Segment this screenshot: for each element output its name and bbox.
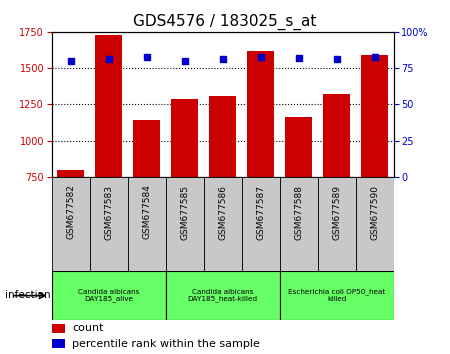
- Point: [371, 54, 378, 59]
- Bar: [209, 96, 236, 286]
- Bar: [58, 170, 84, 286]
- Text: Escherichia coli OP50_heat
killed: Escherichia coli OP50_heat killed: [288, 289, 385, 302]
- Point: [67, 58, 74, 64]
- Point: [219, 57, 226, 62]
- Bar: [95, 35, 122, 286]
- Bar: [52, 271, 166, 320]
- Bar: [318, 177, 356, 271]
- Bar: [248, 51, 274, 286]
- Bar: [242, 177, 280, 271]
- Point: [181, 58, 189, 64]
- Text: GDS4576 / 183025_s_at: GDS4576 / 183025_s_at: [133, 14, 317, 30]
- Text: GSM677590: GSM677590: [370, 184, 379, 240]
- Point: [257, 54, 264, 59]
- Point: [105, 57, 112, 62]
- Text: GSM677584: GSM677584: [142, 184, 151, 239]
- Bar: [128, 177, 166, 271]
- Text: GSM677583: GSM677583: [104, 184, 113, 240]
- Text: GSM677588: GSM677588: [294, 184, 303, 240]
- Bar: [90, 177, 128, 271]
- Text: GSM677586: GSM677586: [218, 184, 227, 240]
- Bar: [166, 271, 280, 320]
- Text: GSM677589: GSM677589: [332, 184, 341, 240]
- Bar: [280, 177, 318, 271]
- Text: GSM677582: GSM677582: [66, 184, 75, 239]
- Bar: [134, 120, 160, 286]
- Text: count: count: [72, 324, 104, 333]
- Text: GSM677587: GSM677587: [256, 184, 265, 240]
- Bar: [361, 55, 388, 286]
- Point: [295, 55, 302, 61]
- Bar: [280, 271, 394, 320]
- Text: percentile rank within the sample: percentile rank within the sample: [72, 338, 260, 349]
- Bar: [166, 177, 204, 271]
- Bar: [171, 99, 198, 286]
- Point: [143, 54, 150, 59]
- Text: Candida albicans
DAY185_heat-killed: Candida albicans DAY185_heat-killed: [188, 289, 258, 302]
- Point: [333, 57, 340, 62]
- Text: infection: infection: [4, 290, 50, 300]
- Bar: [52, 324, 65, 333]
- Bar: [52, 177, 90, 271]
- Bar: [285, 117, 312, 286]
- Bar: [324, 94, 350, 286]
- Text: Candida albicans
DAY185_alive: Candida albicans DAY185_alive: [78, 289, 140, 302]
- Bar: [52, 339, 65, 348]
- Bar: [204, 177, 242, 271]
- Text: GSM677585: GSM677585: [180, 184, 189, 240]
- Bar: [356, 177, 394, 271]
